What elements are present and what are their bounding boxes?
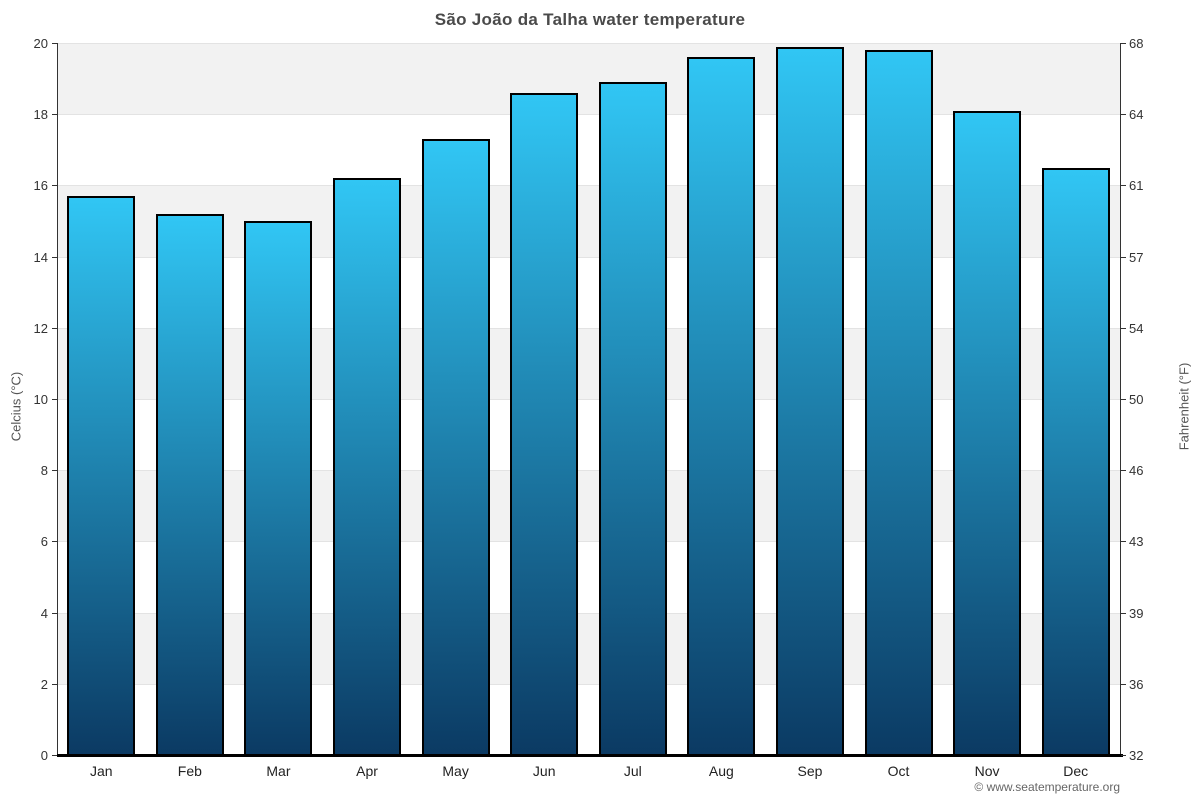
y-tick-mark xyxy=(1121,185,1126,187)
bar-may[interactable] xyxy=(421,139,490,755)
y-tick-label-fahrenheit: 50 xyxy=(1129,392,1144,407)
y-tick-label-fahrenheit: 39 xyxy=(1129,605,1144,621)
y-tick-label-celsius: 10 xyxy=(33,392,48,407)
y-tick-label-celsius: 20 xyxy=(33,36,48,51)
y-tick-label-fahrenheit: 43 xyxy=(1129,534,1144,550)
bar-jun[interactable] xyxy=(510,92,579,755)
gridline xyxy=(57,399,1120,400)
x-tick-label-jul: Jul xyxy=(623,763,642,779)
y-tick-label-fahrenheit: 36 xyxy=(1129,676,1144,692)
grid-band xyxy=(57,43,1120,115)
y-tick-label-celsius: 16 xyxy=(33,178,48,194)
bar-mar[interactable] xyxy=(244,221,313,755)
y-tick-mark xyxy=(1121,43,1126,44)
gridline xyxy=(57,470,1120,472)
y-tick-mark xyxy=(52,541,57,543)
x-tick-label-dec: Dec xyxy=(1063,763,1089,779)
y-tick-label-fahrenheit: 64 xyxy=(1129,107,1144,123)
y-tick-mark xyxy=(1121,755,1126,756)
y-tick-mark xyxy=(52,612,57,614)
grid-band xyxy=(57,612,1120,684)
bar-aug[interactable] xyxy=(687,57,756,755)
bar-feb[interactable] xyxy=(155,213,224,755)
bar-jan[interactable] xyxy=(67,196,136,755)
y-tick-label-fahrenheit: 32 xyxy=(1129,748,1144,763)
y-tick-mark xyxy=(52,114,57,116)
x-tick-label-oct: Oct xyxy=(887,763,910,779)
y-tick-mark xyxy=(1121,683,1126,685)
y-tick-label-celsius: 0 xyxy=(40,748,48,763)
y-tick-label-fahrenheit: 46 xyxy=(1129,463,1144,479)
y-tick-mark xyxy=(52,185,57,187)
chart-title: São João da Talha water temperature xyxy=(434,10,746,29)
y-tick-mark xyxy=(1121,612,1126,614)
y-tick-mark xyxy=(1121,327,1126,329)
y-tick-mark xyxy=(1121,541,1126,543)
y-tick-label-celsius: 12 xyxy=(33,320,48,336)
y-tick-mark xyxy=(1121,470,1126,472)
x-tick-label-may: May xyxy=(442,763,469,779)
bar-nov[interactable] xyxy=(953,110,1022,755)
copyright-credit-link[interactable]: © www.seatemperature.org xyxy=(974,780,1120,794)
y-tick-label-fahrenheit: 54 xyxy=(1129,320,1144,336)
y-tick-mark xyxy=(52,683,57,685)
bar-oct[interactable] xyxy=(864,50,933,755)
y-tick-mark xyxy=(52,755,57,756)
y-axis-title-celsius: Celcius (°C) xyxy=(8,371,24,442)
grid-band xyxy=(57,185,1120,257)
y-axis-title-fahrenheit: Fahrenheit (°F) xyxy=(1176,362,1192,451)
x-tick-label-jan: Jan xyxy=(90,763,113,779)
gridline xyxy=(57,327,1120,329)
y-tick-label-celsius: 8 xyxy=(40,463,48,479)
gridline xyxy=(57,114,1120,116)
gridline xyxy=(57,612,1120,614)
y-tick-label-celsius: 18 xyxy=(33,107,48,123)
y-axis-line-left xyxy=(57,43,58,755)
gridline xyxy=(57,541,1120,543)
grid-band xyxy=(57,327,1120,399)
gridline xyxy=(57,683,1120,685)
x-tick-label-sep: Sep xyxy=(797,763,823,779)
x-tick-label-aug: Aug xyxy=(708,763,734,779)
y-axis-line-right xyxy=(1120,43,1121,755)
y-tick-label-fahrenheit: 57 xyxy=(1129,249,1144,265)
grid-band xyxy=(57,470,1120,542)
bar-jul[interactable] xyxy=(598,82,667,755)
x-axis-line xyxy=(57,754,1123,757)
y-tick-label-celsius: 2 xyxy=(40,676,48,692)
x-tick-label-nov: Nov xyxy=(974,763,1000,779)
plot-area xyxy=(57,43,1120,756)
y-tick-mark xyxy=(52,256,57,258)
bar-dec[interactable] xyxy=(1041,167,1110,755)
y-tick-mark xyxy=(1121,256,1126,258)
gridline xyxy=(57,185,1120,187)
y-tick-label-fahrenheit: 68 xyxy=(1129,36,1144,51)
gridline xyxy=(57,43,1120,44)
y-tick-mark xyxy=(52,43,57,44)
x-tick-label-feb: Feb xyxy=(177,763,202,779)
y-tick-mark xyxy=(52,470,57,472)
y-tick-label-celsius: 4 xyxy=(40,605,48,621)
y-tick-label-celsius: 6 xyxy=(40,534,48,550)
y-tick-mark xyxy=(1121,114,1126,116)
gridline xyxy=(57,256,1120,258)
bar-apr[interactable] xyxy=(333,178,402,755)
y-tick-mark xyxy=(52,327,57,329)
bar-sep[interactable] xyxy=(775,46,844,755)
y-tick-mark xyxy=(1121,399,1126,400)
x-tick-label-mar: Mar xyxy=(266,763,291,779)
x-tick-label-jun: Jun xyxy=(532,763,556,779)
y-tick-label-fahrenheit: 61 xyxy=(1129,178,1144,194)
y-tick-label-celsius: 14 xyxy=(33,249,48,265)
y-tick-mark xyxy=(52,399,57,400)
x-tick-label-apr: Apr xyxy=(356,763,378,779)
